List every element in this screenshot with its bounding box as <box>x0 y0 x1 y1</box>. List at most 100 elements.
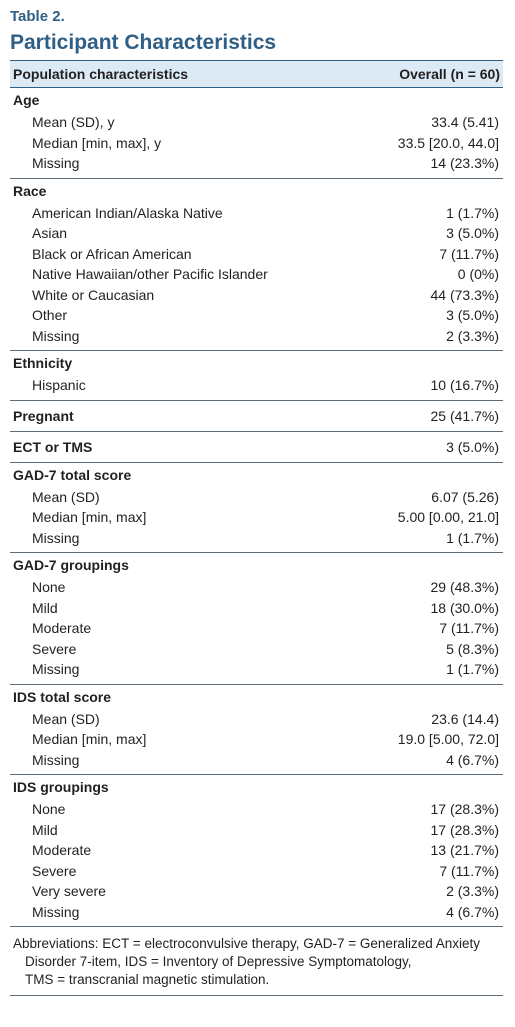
row-label: Missing <box>32 751 80 768</box>
row-value: 2 (3.3%) <box>446 327 499 344</box>
section-heading-row: Race <box>10 179 503 203</box>
row-label: Very severe <box>32 883 106 900</box>
table-row: Severe 7 (11.7%) <box>10 861 503 882</box>
section-heading-row: IDS total score <box>10 685 503 709</box>
row-value: 44 (73.3%) <box>430 286 499 303</box>
table-label: Table 2. <box>10 8 65 25</box>
table-row: None 17 (28.3%) <box>10 799 503 820</box>
table-row: Hispanic 10 (16.7%) <box>10 375 503 396</box>
row-value: 0 (0%) <box>457 266 499 283</box>
table-row: Severe 5 (8.3%) <box>10 639 503 660</box>
section-value: 25 (41.7%) <box>430 407 499 424</box>
row-label: Mild <box>32 599 58 616</box>
row-value: 5 (8.3%) <box>446 640 499 657</box>
footnote-line-1: Abbreviations: ECT = electroconvulsive t… <box>13 936 480 951</box>
row-label: Black or African American <box>32 245 192 262</box>
section-title: ECT or TMS <box>13 438 93 455</box>
table-row: Missing 14 (23.3%) <box>10 153 503 174</box>
row-value: 23.6 (14.4) <box>431 710 499 727</box>
row-value: 1 (1.7%) <box>446 529 499 546</box>
row-value: 7 (11.7%) <box>439 862 499 879</box>
section-heading-row: IDS groupings <box>10 775 503 799</box>
section-title: GAD-7 groupings <box>13 557 129 573</box>
table-section: GAD-7 total score Mean (SD) 6.07 (5.26) Med… <box>10 463 503 553</box>
row-value: 4 (6.7%) <box>446 751 499 768</box>
table-row: Median [min, max] 19.0 [5.00, 72.0] <box>10 729 503 750</box>
row-label: Missing <box>32 903 80 920</box>
row-label: American Indian/Alaska Native <box>32 204 223 221</box>
row-label: Severe <box>32 640 77 657</box>
table-section: ECT or TMS 3 (5.0%) <box>10 432 503 463</box>
section-title: IDS groupings <box>13 779 109 795</box>
row-value: 7 (11.7%) <box>439 620 499 637</box>
row-label: Missing <box>32 529 80 546</box>
table-section: Pregnant 25 (41.7%) <box>10 401 503 432</box>
row-label: Native Hawaiian/other Pacific Islander <box>32 266 268 283</box>
table-section: IDS total score Mean (SD) 23.6 (14.4) Media… <box>10 685 503 775</box>
section-title: Race <box>13 182 47 199</box>
section-heading-row: ECT or TMS 3 (5.0%) <box>10 436 503 458</box>
table-row: Native Hawaiian/other Pacific Islander 0 … <box>10 264 503 285</box>
row-label: Median [min, max] <box>32 731 147 748</box>
row-value: 1 (1.7%) <box>446 204 499 221</box>
table-row: Median [min, max] 5.00 [0.00, 21.0] <box>10 507 503 528</box>
row-value: 17 (28.3%) <box>430 821 499 838</box>
table-row: White or Caucasian 44 (73.3%) <box>10 285 503 306</box>
table-container: Table 2. Participant Characteristics Pop… <box>10 6 503 996</box>
row-value: 3 (5.0%) <box>446 307 499 324</box>
row-value: 14 (23.3%) <box>430 155 499 172</box>
table-row: Asian 3 (5.0%) <box>10 223 503 244</box>
row-label: Moderate <box>32 842 92 859</box>
table-row: Black or African American 7 (11.7%) <box>10 244 503 265</box>
row-value: 2 (3.3%) <box>446 883 499 900</box>
row-label: Hispanic <box>32 377 86 394</box>
row-label: Mean (SD), y <box>32 114 115 131</box>
section-title: Age <box>13 92 40 108</box>
table-row: Mean (SD) 6.07 (5.26) <box>10 487 503 508</box>
header-population-characteristics: Population characteristics <box>13 66 189 82</box>
row-label: Mean (SD) <box>32 710 100 727</box>
row-label: Severe <box>32 862 77 879</box>
table-row: Median [min, max], y 33.5 [20.0, 44.0] <box>10 133 503 154</box>
table-row: Very severe 2 (3.3%) <box>10 881 503 902</box>
row-value: 6.07 (5.26) <box>431 488 499 505</box>
table-row: Moderate 7 (11.7%) <box>10 618 503 639</box>
table-row: American Indian/Alaska Native 1 (1.7%) <box>10 203 503 224</box>
table-row: Mild 18 (30.0%) <box>10 598 503 619</box>
header-overall: Overall (n = 60) <box>399 66 500 82</box>
footnote-line-3: TMS = transcranial magnetic stimulation. <box>25 972 270 987</box>
section-heading-row: Ethnicity <box>10 351 503 375</box>
footnote-rule <box>10 995 503 996</box>
row-label: None <box>32 801 66 818</box>
table-row: Missing 4 (6.7%) <box>10 902 503 923</box>
table-row: Mild 17 (28.3%) <box>10 820 503 841</box>
row-label: Mean (SD) <box>32 488 100 505</box>
table-row: None 29 (48.3%) <box>10 577 503 598</box>
row-value: 33.5 [20.0, 44.0] <box>397 134 499 151</box>
section-title: GAD-7 total score <box>13 466 132 483</box>
table-row: Missing 2 (3.3%) <box>10 326 503 347</box>
row-label: White or Caucasian <box>32 286 155 303</box>
section-title: Pregnant <box>13 407 74 424</box>
row-value: 5.00 [0.00, 21.0] <box>397 509 499 526</box>
row-label: Asian <box>32 225 68 242</box>
row-value: 10 (16.7%) <box>430 377 499 394</box>
row-value: 18 (30.0%) <box>430 599 499 616</box>
row-value: 17 (28.3%) <box>430 801 499 818</box>
footnote: Abbreviations: ECT = electroconvulsive t… <box>10 935 503 989</box>
section-heading-row: GAD-7 groupings <box>10 553 503 577</box>
row-value: 19.0 [5.00, 72.0] <box>397 731 499 748</box>
table-section: Ethnicity Hispanic 10 (16.7%) <box>10 351 503 401</box>
row-label: None <box>32 579 66 596</box>
table-section: Age Mean (SD), y 33.4 (5.41) Median [min, m… <box>10 88 503 179</box>
row-label: Mild <box>32 821 58 838</box>
row-label: Other <box>32 307 68 324</box>
section-title: IDS total score <box>13 688 112 705</box>
section-heading-row: GAD-7 total score <box>10 463 503 487</box>
table-body: Age Mean (SD), y 33.4 (5.41) Median [min, m… <box>10 88 503 927</box>
table-row: Mean (SD) 23.6 (14.4) <box>10 709 503 730</box>
row-value: 3 (5.0%) <box>446 225 499 242</box>
row-label: Missing <box>32 661 80 678</box>
table-row: Other 3 (5.0%) <box>10 305 503 326</box>
row-value: 13 (21.7%) <box>430 842 499 859</box>
